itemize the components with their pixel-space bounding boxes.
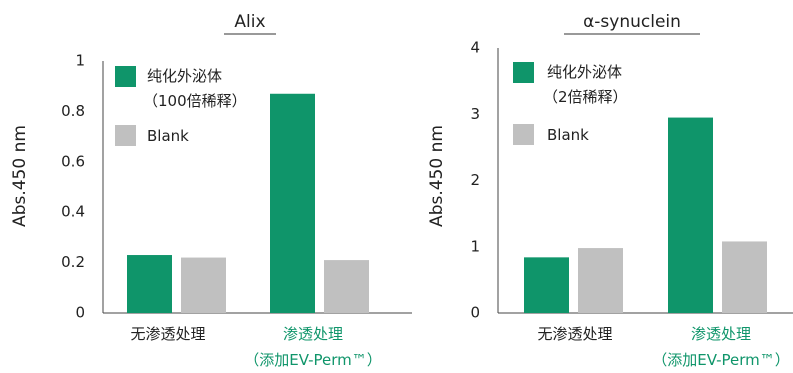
y-tick-label: 4 — [470, 39, 480, 57]
y-tick-label: 0 — [470, 304, 480, 322]
legend-label-blank: Blank — [547, 126, 589, 144]
y-tick-label: 0.4 — [61, 203, 85, 221]
bar-exosome-1 — [668, 117, 713, 313]
y-tick-label: 3 — [470, 105, 480, 123]
chart-panel-alix: Alix Abs.450 nm 0 0.2 0.4 0.6 0.8 1 无渗透处理 渗透处理 （添加… — [10, 12, 412, 369]
legend-note-dilution: （100倍稀释） — [143, 92, 247, 110]
x-category-label: 渗透处理 — [691, 325, 751, 343]
chart-panel-alpha-synuclein: α-synuclein Abs.450 nm 0 1 2 3 4 无渗透处理 渗透处理 （添加EV… — [427, 12, 793, 369]
y-tick-label: 2 — [470, 171, 480, 189]
y-tick-label: 1 — [75, 52, 85, 70]
y-tick-label: 1 — [470, 237, 480, 255]
bar-exosome-1 — [270, 93, 315, 313]
chart-title: Alix — [234, 12, 265, 32]
x-category-label: 无渗透处理 — [130, 325, 205, 343]
bar-exosome-0 — [524, 257, 569, 313]
y-tick-label: 0.6 — [61, 152, 85, 170]
bar-exosome-0 — [127, 255, 172, 313]
legend-swatch-blank — [115, 125, 136, 146]
bar-blank-1 — [324, 260, 369, 313]
x-category-label: 渗透处理 — [283, 325, 343, 343]
legend-label-exosome: 纯化外泌体 — [147, 67, 222, 85]
y-axis-label: Abs.450 nm — [427, 125, 447, 227]
legend-label-exosome: 纯化外泌体 — [547, 63, 622, 81]
y-tick-label: 0.2 — [61, 253, 85, 271]
y-tick-label: 0.8 — [61, 102, 85, 120]
y-tick-label: 0 — [75, 304, 85, 322]
bar-blank-0 — [181, 257, 226, 313]
x-category-sublabel: （添加EV-Perm™） — [652, 351, 790, 369]
y-axis-label: Abs.450 nm — [10, 125, 30, 227]
chart-title: α-synuclein — [583, 12, 681, 32]
legend-label-blank: Blank — [147, 127, 189, 145]
x-category-sublabel: （添加EV-Perm™） — [244, 351, 382, 369]
legend-swatch-blank — [513, 124, 534, 145]
x-category-label: 无渗透处理 — [537, 325, 612, 343]
bar-blank-0 — [578, 248, 623, 313]
bar-blank-1 — [722, 241, 767, 313]
legend-note-dilution: （2倍稀释） — [543, 88, 628, 106]
legend-swatch-exosome — [513, 62, 534, 83]
legend-swatch-exosome — [115, 66, 136, 87]
